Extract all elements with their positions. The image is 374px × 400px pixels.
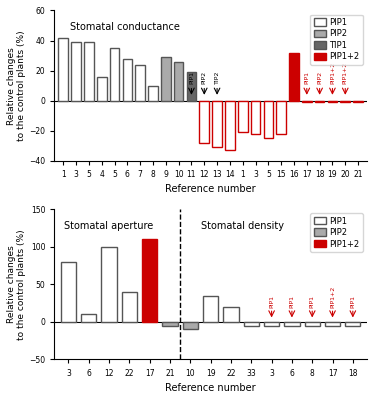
Text: Stomatal conductance: Stomatal conductance xyxy=(70,22,180,32)
Bar xyxy=(276,101,286,134)
Text: PIP2: PIP2 xyxy=(317,71,322,84)
Text: PIP1: PIP1 xyxy=(350,294,355,308)
Bar xyxy=(203,296,218,322)
Bar xyxy=(110,48,119,101)
X-axis label: Reference number: Reference number xyxy=(165,184,256,194)
Bar xyxy=(264,322,279,326)
Text: Stomatal aperture: Stomatal aperture xyxy=(64,221,153,231)
Bar xyxy=(183,322,198,329)
Bar xyxy=(81,314,96,322)
Bar xyxy=(353,101,363,102)
Text: PIP1: PIP1 xyxy=(310,294,315,308)
Bar xyxy=(345,322,361,326)
Bar xyxy=(58,38,68,101)
Text: PIP1+2: PIP1+2 xyxy=(330,285,335,308)
Y-axis label: Relative changes
to the control plants (%): Relative changes to the control plants (… xyxy=(7,229,26,340)
Bar xyxy=(302,101,312,102)
Bar xyxy=(97,77,107,101)
Bar xyxy=(123,58,132,101)
Bar xyxy=(162,322,178,326)
Text: PIP2: PIP2 xyxy=(202,71,207,84)
Text: PIP1+2: PIP1+2 xyxy=(330,62,335,84)
Bar xyxy=(142,239,157,322)
Bar xyxy=(251,101,260,134)
Legend: PIP1, PIP2, TIP1, PIP1+2: PIP1, PIP2, TIP1, PIP1+2 xyxy=(310,15,363,65)
Bar xyxy=(174,62,183,101)
Bar xyxy=(284,322,300,326)
Y-axis label: Relative changes
to the control plants (%): Relative changes to the control plants (… xyxy=(7,30,26,141)
Bar xyxy=(161,57,171,101)
Bar xyxy=(340,101,350,102)
Bar xyxy=(122,292,137,322)
Bar xyxy=(238,101,248,132)
Bar xyxy=(135,64,145,101)
Text: PIP1: PIP1 xyxy=(189,71,194,84)
Text: TIP2: TIP2 xyxy=(215,71,220,84)
Bar xyxy=(71,42,81,101)
Bar xyxy=(223,307,239,322)
Bar xyxy=(225,101,235,150)
Bar xyxy=(199,101,209,143)
Bar xyxy=(212,101,222,147)
Text: PIP1: PIP1 xyxy=(269,294,274,308)
Bar xyxy=(148,86,158,101)
Text: Stomatal density: Stomatal density xyxy=(201,221,284,231)
Bar xyxy=(101,247,117,322)
X-axis label: Reference number: Reference number xyxy=(165,383,256,393)
Bar xyxy=(304,322,320,326)
Bar xyxy=(61,262,76,322)
Legend: PIP1, PIP2, PIP1+2: PIP1, PIP2, PIP1+2 xyxy=(310,213,363,252)
Bar xyxy=(315,101,324,102)
Bar xyxy=(289,52,299,101)
Bar xyxy=(325,322,340,326)
Text: PIP1: PIP1 xyxy=(289,294,294,308)
Bar xyxy=(84,42,94,101)
Bar xyxy=(187,72,196,101)
Text: PIP1: PIP1 xyxy=(304,71,309,84)
Bar xyxy=(328,101,337,102)
Text: PIP1+2: PIP1+2 xyxy=(343,62,348,84)
Bar xyxy=(244,322,259,326)
Bar xyxy=(264,101,273,138)
